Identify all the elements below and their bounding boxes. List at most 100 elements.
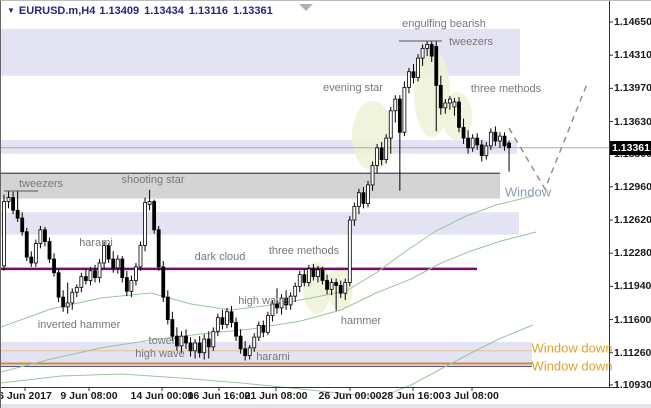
candle-body-bear (106, 245, 111, 260)
candle-body-bull (447, 98, 452, 104)
y-axis-tick-label: 1.11600 (614, 313, 651, 326)
candle-body-bull (270, 303, 275, 317)
candle-body-bear (29, 256, 34, 264)
candle-body-bull (2, 201, 6, 267)
candle-body-bear (411, 71, 416, 79)
candle-body-bear (275, 303, 279, 309)
current-price-box: 1.13361 (610, 141, 651, 155)
pattern-highlight-ellipse-0 (352, 101, 394, 171)
candle-body-bear (320, 269, 325, 281)
candle-body-bull (265, 315, 270, 333)
candle-body-bull (88, 270, 93, 281)
candle-body-bear (61, 296, 66, 308)
chart-title: ▼ EURUSD.m,H4 1.13409 1.13434 1.13116 1.… (7, 5, 273, 17)
label-engulfing-bearish: engulfing bearish (402, 18, 486, 30)
candle-body-bear (479, 144, 484, 157)
candle-body-bull (147, 201, 152, 205)
label-dark-cloud: dark cloud (194, 251, 246, 263)
y-axis-tick-label: 1.10930 (614, 378, 651, 391)
label-three-methods-left: three methods (268, 245, 340, 257)
candle-body-bull (402, 86, 407, 133)
label-inverted-hammer: inverted hammer (37, 319, 121, 331)
candle-body-bull (6, 197, 11, 202)
candle-body-bear (429, 44, 434, 57)
candle-body-bear (156, 229, 161, 268)
candle-body-bear (124, 277, 129, 292)
candle-body-bear (229, 311, 234, 323)
candle-body-bull (498, 135, 502, 142)
candle-body-bull (65, 302, 70, 308)
candle-body-bear (466, 137, 471, 149)
candle-body-bear (379, 147, 384, 160)
candle-body-bear (47, 241, 52, 260)
pattern-highlight-ellipse-2 (442, 92, 472, 140)
x-axis-tick-label: 16 Jun 16:00 (187, 390, 251, 402)
candle-body-bull (452, 101, 457, 108)
candle-body-bear (152, 201, 157, 231)
x-axis-tick-label: 9 Jun 08:00 (60, 390, 118, 402)
chevron-down-icon[interactable]: ▼ (7, 6, 15, 15)
candle-body-bear (120, 258, 125, 279)
pattern-highlight-ellipse-1 (414, 49, 450, 137)
candle-body-bear (11, 197, 16, 211)
y-axis-tick-label: 1.14650 (614, 16, 651, 28)
chart-shift-triangle-icon[interactable] (299, 4, 313, 11)
candle-body-bear (311, 268, 316, 278)
candle-body-bull (470, 137, 475, 149)
forecast-path (508, 83, 588, 191)
label-tweezers-left: tweezers (18, 178, 64, 190)
candle-body-bull (393, 98, 398, 112)
candle-body-bull (384, 137, 389, 160)
ma-fast (1, 195, 534, 328)
candle-body-bull (288, 295, 293, 306)
candle-body-bull (33, 243, 38, 264)
candle-body-bear (161, 266, 166, 298)
candle-body-bear (56, 272, 61, 298)
candle-body-bear (284, 297, 289, 306)
candle-body-bear (475, 137, 480, 146)
label-high-wave-left: high wave (135, 348, 185, 360)
ma-mid (1, 231, 537, 373)
candle-body-bull (247, 347, 252, 357)
candle-body-bear (52, 258, 56, 274)
candle-body-bull (347, 219, 352, 283)
candle-body-bear (502, 135, 507, 147)
label-tower: tower (148, 335, 176, 347)
candle-body-bear (361, 192, 366, 204)
ohlc-low: 1.13116 (188, 5, 229, 17)
candle-body-bear (174, 335, 179, 347)
candle-body-bull (366, 184, 370, 204)
candle-body-bull (74, 286, 79, 293)
candle-body-bull (38, 229, 43, 244)
candle-body-bull (115, 258, 120, 269)
candle-body-bull (129, 280, 134, 292)
candle-body-bull (215, 317, 220, 332)
candle-body-bull (138, 245, 143, 268)
candle-body-bear (438, 85, 443, 109)
candle-body-bear (261, 325, 266, 333)
candle-body-bull (202, 338, 207, 354)
support-zone-low (1, 342, 532, 366)
y-axis-tick-label: 1.14310 (614, 49, 651, 62)
candle-body-bull (443, 102, 448, 109)
candle-body-bear (334, 282, 339, 286)
candle-body-bull (343, 282, 348, 294)
candle-body-bear (15, 209, 20, 219)
y-axis-tick-label: 1.12620 (614, 214, 651, 227)
candle-body-bear (170, 319, 175, 337)
candle-body-bear (84, 276, 88, 281)
candle-body-bear (206, 338, 211, 348)
candle-body-bull (134, 266, 138, 281)
candle-body-bear (493, 131, 498, 142)
label-shooting-star: shooting star (121, 174, 185, 186)
candle-body-bull (488, 131, 493, 147)
candle-body-bull (211, 330, 216, 348)
candle-body-bear (234, 322, 238, 337)
resistance-zone-mid (1, 140, 517, 154)
y-axis-tick-label: 1.11940 (614, 280, 651, 293)
candle-body-bear (338, 285, 343, 294)
candle-body-bear (461, 126, 466, 139)
candle-body-bull (407, 71, 411, 88)
